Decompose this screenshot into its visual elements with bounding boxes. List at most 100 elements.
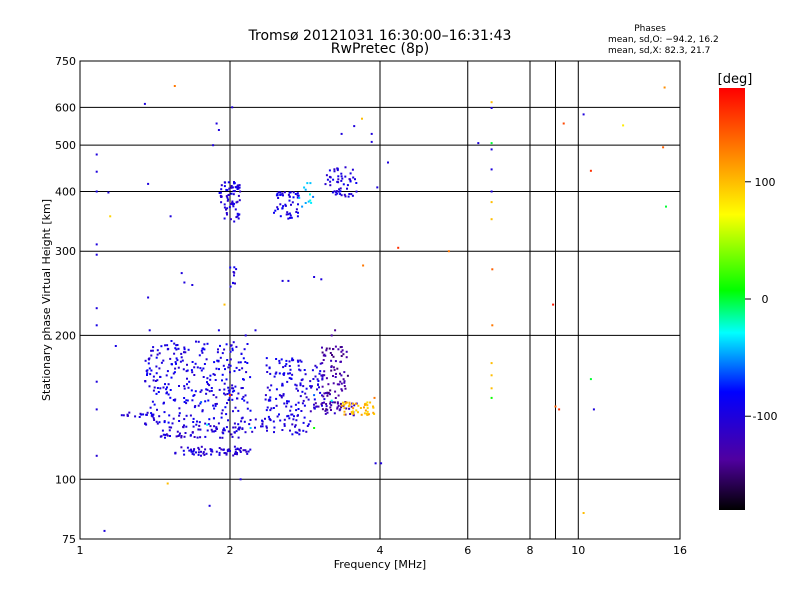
data-point: [300, 379, 303, 382]
data-point: [297, 389, 299, 392]
data-point: [309, 420, 312, 423]
data-point: [299, 359, 302, 362]
x-axis-ticks: 1 2 4 6 8 10 16: [77, 544, 688, 557]
data-point: [309, 385, 312, 388]
data-point: [622, 124, 625, 127]
data-point: [193, 366, 196, 369]
data-point: [312, 195, 315, 198]
data-point: [363, 412, 366, 415]
data-point: [229, 350, 232, 353]
data-point: [324, 183, 327, 186]
data-point: [185, 414, 188, 417]
data-point: [236, 215, 239, 218]
data-point: [310, 201, 313, 204]
data-point: [173, 399, 176, 402]
data-point: [366, 413, 369, 416]
data-point: [330, 369, 333, 372]
data-point: [351, 194, 354, 197]
data-point: [234, 453, 236, 455]
data-point: [294, 424, 297, 427]
data-point: [662, 146, 665, 149]
data-point: [239, 449, 242, 452]
data-point: [334, 376, 337, 378]
data-point: [313, 406, 316, 409]
data-point: [205, 452, 208, 455]
data-point: [158, 421, 161, 424]
data-point: [183, 435, 186, 438]
data-point: [206, 381, 208, 384]
data-point: [208, 418, 211, 421]
y-axis-label: Stationary phase Virtual Height [km]: [40, 199, 53, 401]
data-point: [240, 417, 243, 420]
data-point: [266, 429, 268, 432]
data-point: [175, 344, 178, 347]
data-point: [490, 387, 493, 390]
data-point: [249, 376, 252, 379]
plot-frame: [79, 60, 681, 540]
data-point: [288, 195, 291, 198]
data-point: [346, 184, 349, 187]
data-point: [162, 386, 165, 389]
data-point: [363, 403, 366, 406]
data-point: [199, 390, 202, 393]
data-point: [215, 426, 218, 429]
data-point: [229, 266, 232, 269]
data-point: [297, 364, 300, 367]
data-point: [204, 422, 207, 425]
data-point: [147, 182, 150, 185]
data-point: [276, 415, 279, 418]
data-point: [95, 454, 98, 457]
data-point: [218, 192, 221, 194]
data-point: [184, 432, 187, 434]
data-point: [303, 404, 306, 407]
data-point: [338, 188, 341, 191]
data-point: [294, 431, 297, 434]
data-point: [220, 416, 223, 419]
data-point: [228, 193, 231, 196]
data-point: [347, 195, 350, 198]
data-point: [218, 388, 221, 391]
data-point: [166, 344, 169, 347]
data-point: [265, 409, 268, 412]
data-point: [331, 191, 334, 194]
data-point: [315, 405, 318, 408]
data-point: [95, 253, 98, 256]
data-point: [209, 425, 212, 428]
data-point: [313, 394, 316, 397]
data-point: [222, 364, 225, 367]
data-point: [201, 410, 204, 413]
data-point: [219, 356, 222, 359]
data-point: [168, 426, 171, 429]
data-point: [321, 394, 323, 397]
data-point: [126, 413, 129, 416]
data-point: [333, 170, 336, 173]
data-point: [329, 393, 331, 396]
data-point: [278, 372, 281, 375]
data-point: [270, 407, 273, 410]
data-point: [348, 178, 351, 181]
data-point: [295, 384, 298, 387]
data-point: [146, 372, 149, 375]
data-point: [220, 201, 223, 204]
data-point: [206, 377, 209, 380]
data-point: [200, 369, 203, 372]
data-point: [213, 373, 216, 376]
data-point: [219, 191, 222, 194]
data-point: [314, 364, 317, 367]
data-point: [319, 362, 322, 365]
data-point: [209, 374, 212, 377]
data-point: [203, 348, 206, 351]
data-point: [177, 366, 180, 369]
data-point: [282, 366, 285, 369]
data-point: [311, 369, 314, 372]
data-point: [332, 178, 335, 181]
data-point: [210, 449, 213, 452]
data-point: [304, 373, 307, 376]
data-point: [340, 132, 343, 135]
y-axis-ticks: 75 100 200 300 400 500 600 750: [55, 55, 76, 546]
data-point: [554, 405, 557, 408]
data-point: [490, 218, 493, 221]
data-point: [288, 360, 291, 363]
data-point: [244, 334, 247, 337]
data-point: [191, 284, 194, 286]
